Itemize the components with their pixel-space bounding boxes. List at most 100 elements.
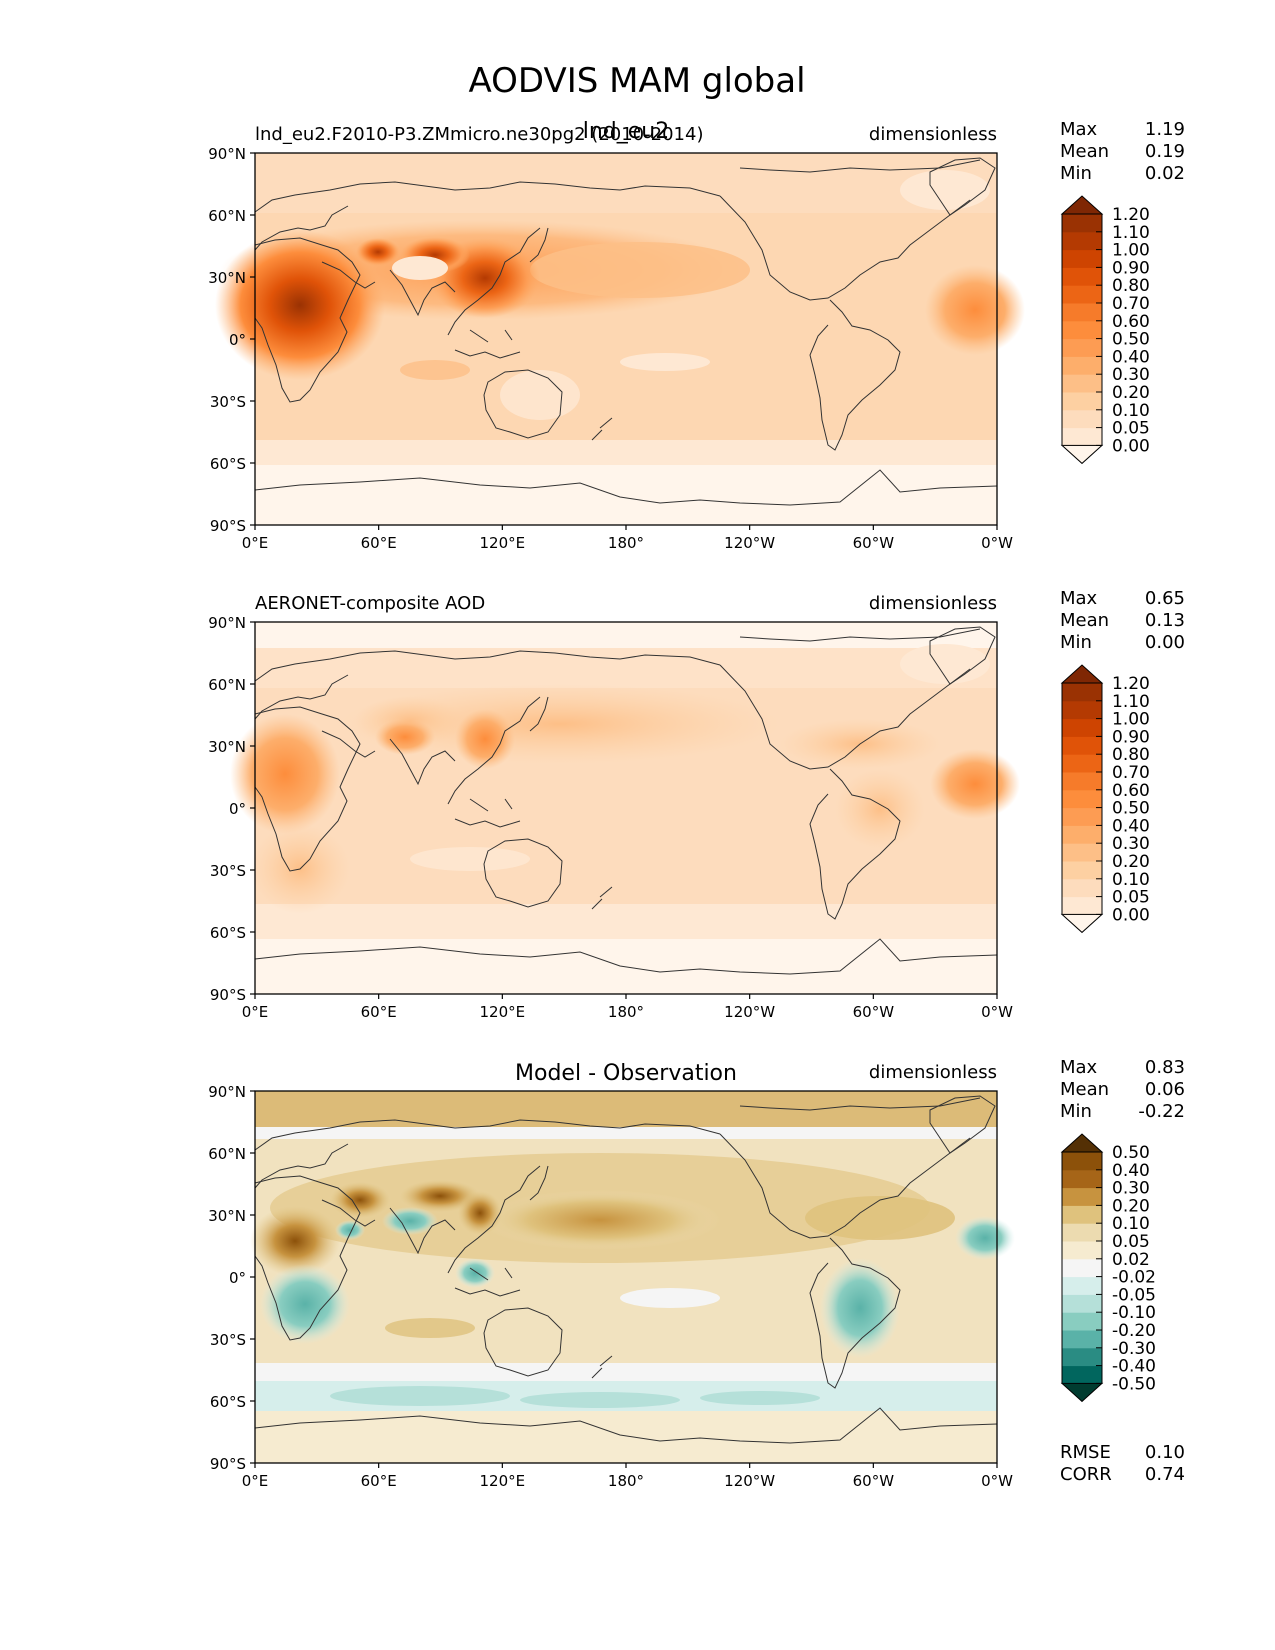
colorbar-bin xyxy=(1062,700,1102,720)
rmse-value: 0.10 xyxy=(1145,1442,1185,1463)
colorbar-extend-min xyxy=(1060,444,1104,465)
coastline xyxy=(389,269,456,317)
colorbar-label: 0.20 xyxy=(1112,1196,1150,1216)
map-field-difference xyxy=(250,1091,1015,1463)
lon-tick-label: 60°E xyxy=(361,1472,397,1490)
panel-title-center: lnd_eu2 xyxy=(583,119,670,144)
coastline xyxy=(929,157,996,216)
lat-tick-label: 30°S xyxy=(210,1331,246,1349)
lat-tick-label: 60°S xyxy=(210,455,246,473)
units-label: dimensionless xyxy=(869,1062,997,1083)
colorbar-label: -0.05 xyxy=(1112,1285,1156,1305)
units-label: dimensionless xyxy=(869,593,997,614)
coastline xyxy=(719,664,971,770)
rmse-label: RMSE xyxy=(1060,1442,1111,1463)
lon-axis-difference: 0°E 60°E 120°E 180° 120°W 60°W 0°W xyxy=(242,1463,1013,1490)
colorbar-model: 0.000.050.100.200.300.400.500.600.700.80… xyxy=(1060,195,1150,465)
colorbar-label: 1.10 xyxy=(1112,223,1150,243)
min-label: Min xyxy=(1060,632,1092,653)
lat-tick-label: 30°N xyxy=(208,1207,246,1225)
panel-title-left: lnd_eu2.F2010-P3.ZMmicro.ne30pg2 (2010-2… xyxy=(255,124,703,145)
lat-tick-label: 0° xyxy=(229,1269,246,1287)
coastline xyxy=(254,181,721,213)
colorbar-bin xyxy=(1062,736,1102,755)
lon-tick-label: 120°W xyxy=(724,1472,775,1490)
coastline xyxy=(739,628,981,642)
colorbar-label: 0.50 xyxy=(1112,799,1150,819)
lat-tick-label: 60°N xyxy=(208,676,246,694)
mean-label: Mean xyxy=(1060,141,1109,162)
coastline xyxy=(483,838,563,908)
colorbar-bin xyxy=(1062,861,1102,880)
colorbar-label: 0.80 xyxy=(1112,276,1150,296)
colorbar-bin xyxy=(1062,807,1102,826)
colorbar-frame xyxy=(1061,682,1103,915)
lon-tick-label: 180° xyxy=(608,534,644,552)
panel-title-left: AERONET-composite AOD xyxy=(255,593,485,614)
colorbar-bin xyxy=(1062,754,1102,773)
max-value: 0.65 xyxy=(1145,588,1185,609)
coastline xyxy=(529,696,549,732)
colorbar-bin xyxy=(1062,1241,1102,1260)
colorbar-bin xyxy=(1062,1152,1102,1171)
lon-tick-label: 0°W xyxy=(981,1003,1013,1021)
colorbar-bin xyxy=(1062,896,1102,915)
lat-axis-model: 90°N 60°N 30°N 0° 30°S 60°S 90°S xyxy=(208,145,255,535)
coastline xyxy=(929,1095,996,1154)
coastline xyxy=(529,1165,549,1201)
lon-tick-label: 120°E xyxy=(480,534,526,552)
mean-value: 0.19 xyxy=(1145,141,1185,162)
panel-model: 90°N 60°N 30°N 0° 30°S 60°S 90°S 0°E 60°E 120°E 1… xyxy=(208,119,1185,552)
colorbar-difference: -0.50-0.40-0.30-0.20-0.10-0.05-0.020.020… xyxy=(1060,1133,1156,1403)
coastline xyxy=(454,1267,521,1297)
lon-tick-label: 120°E xyxy=(480,1003,526,1021)
coastlines-difference xyxy=(254,1095,998,1444)
colorbar-label: 1.20 xyxy=(1112,674,1150,694)
coastline xyxy=(929,626,996,685)
colorbar-bin xyxy=(1062,772,1102,791)
lon-tick-label: 180° xyxy=(608,1003,644,1021)
coastline xyxy=(254,469,998,506)
lat-tick-label: 90°N xyxy=(208,614,246,632)
coastline xyxy=(809,1237,901,1389)
colorbar-label: 0.10 xyxy=(1112,870,1150,890)
colorbar-label: 0.30 xyxy=(1112,365,1150,385)
colorbar-bin xyxy=(1062,1205,1102,1224)
lat-tick-label: 60°N xyxy=(208,1145,246,1163)
panel-title-center: Model - Observation xyxy=(515,1061,737,1086)
skill-scores: RMSE 0.10 CORR 0.74 xyxy=(1060,1442,1185,1485)
lat-axis-difference: 90°N 60°N 30°N 0° 30°S 60°S 90°S xyxy=(208,1083,255,1473)
coastline xyxy=(454,329,521,359)
mean-value: 0.13 xyxy=(1145,610,1185,631)
colorbar-label: 0.30 xyxy=(1112,1179,1150,1199)
lon-tick-label: 60°W xyxy=(853,1472,895,1490)
colorbar-bin xyxy=(1062,843,1102,862)
colorbar-label: 0.05 xyxy=(1112,1232,1150,1252)
coastline xyxy=(254,237,361,403)
lat-tick-label: 60°N xyxy=(208,207,246,225)
colorbar-label: 1.20 xyxy=(1112,205,1150,225)
panel-difference: 90°N 60°N 30°N 0° 30°S 60°S 90°S 0°E 60°E 120°E 1… xyxy=(208,1057,1185,1490)
colorbar-label: 0.20 xyxy=(1112,852,1150,872)
lat-tick-label: 30°S xyxy=(210,862,246,880)
colorbar-bin xyxy=(1062,392,1102,411)
coastline xyxy=(809,299,901,451)
lat-tick-label: 90°N xyxy=(208,1083,246,1101)
colorbar-bin xyxy=(1062,789,1102,809)
colorbar-label: 0.60 xyxy=(1112,312,1150,332)
colorbar-bin xyxy=(1062,303,1102,322)
lat-axis-observation: 90°N 60°N 30°N 0° 30°S 60°S 90°S xyxy=(208,614,255,1004)
lon-tick-label: 120°W xyxy=(724,1003,775,1021)
colorbar-bin xyxy=(1062,285,1102,304)
colorbar-observation: 0.000.050.100.200.300.400.500.600.700.80… xyxy=(1060,664,1150,934)
colorbar-bin xyxy=(1062,1187,1102,1206)
colorbar-bin xyxy=(1062,409,1102,429)
coastline xyxy=(447,227,541,336)
coastline xyxy=(739,1097,981,1111)
coastline xyxy=(739,159,981,173)
colorbar-label: -0.20 xyxy=(1112,1321,1156,1341)
colorbar-bin xyxy=(1062,1258,1102,1278)
colorbar-extend-min xyxy=(1060,913,1104,934)
colorbar-label: 0.00 xyxy=(1112,905,1150,925)
mean-label: Mean xyxy=(1060,610,1109,631)
